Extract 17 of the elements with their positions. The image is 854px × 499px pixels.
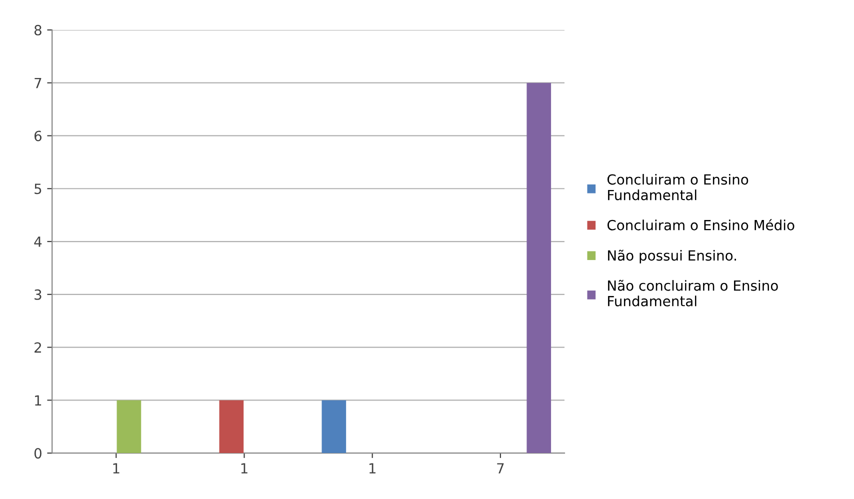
y-tick-label: 3 <box>34 289 42 300</box>
x-tick-label: 1 <box>241 463 248 474</box>
y-tick-label: 2 <box>34 342 41 353</box>
x-tick-label: 1 <box>113 463 120 474</box>
legend-label: Concluiram o Ensino Fundamental <box>607 174 748 200</box>
legend-label: Não concluiram o Ensino Fundamental <box>608 280 778 306</box>
y-tick-label: 5 <box>34 184 42 194</box>
y-tick-label: 4 <box>34 236 42 247</box>
legend-label: Concluiram o Ensino Médio <box>607 219 794 230</box>
x-tick-label: 1 <box>369 463 376 474</box>
y-tick-label: 0 <box>34 448 42 459</box>
y-tick-label: 1 <box>35 395 42 406</box>
y-tick-label: 6 <box>34 130 42 142</box>
y-tick-label: 7 <box>34 78 42 88</box>
legend-label: Não possui Ensino. <box>608 250 736 264</box>
x-tick-label: 7 <box>497 463 504 474</box>
y-tick-label: 8 <box>34 24 42 36</box>
